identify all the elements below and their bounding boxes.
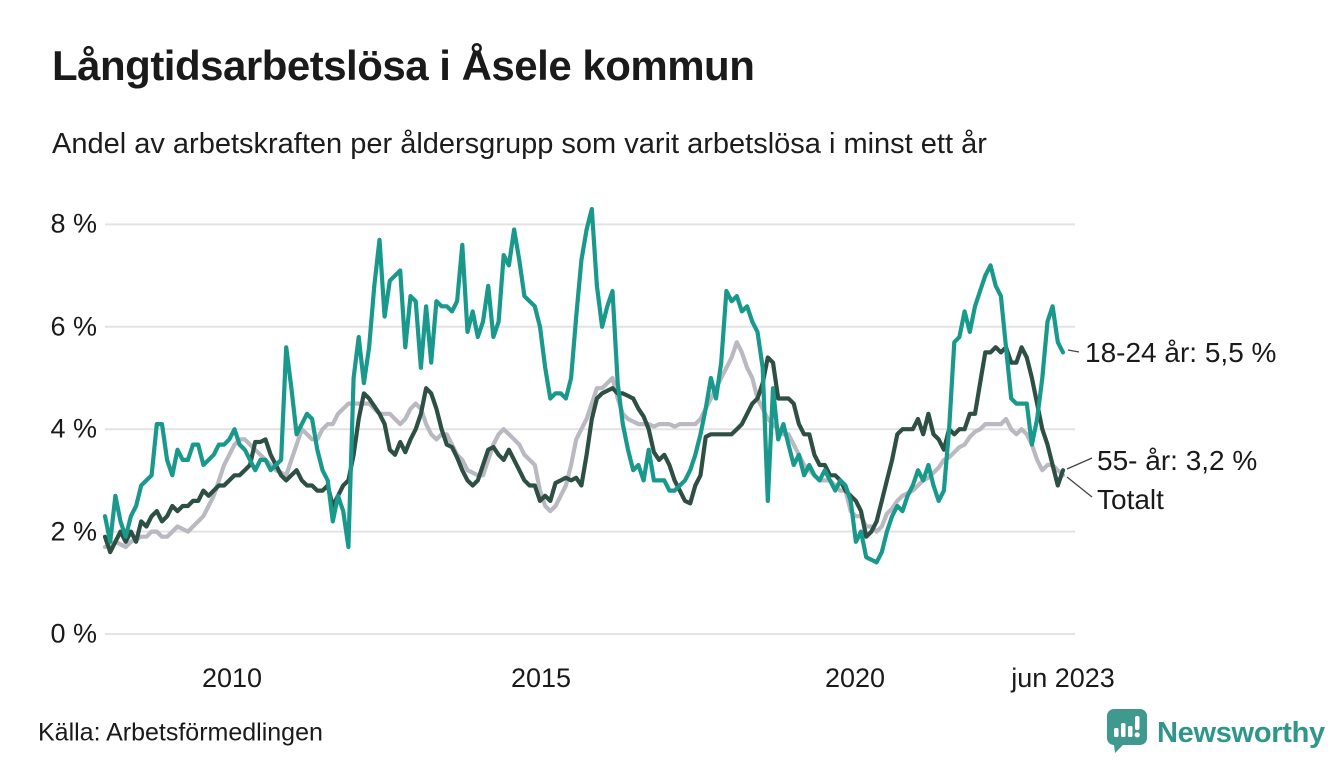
newsworthy-icon [1106, 708, 1148, 759]
y-axis-tick: 8 % [50, 208, 97, 239]
series-end-label-55: 55- år: 3,2 % [1097, 445, 1258, 476]
x-axis-tick: jun 2023 [1011, 663, 1115, 693]
y-axis-tick: 4 % [50, 413, 97, 444]
x-axis-tick: 2020 [824, 663, 886, 693]
y-axis-tick: 6 % [50, 311, 97, 342]
x-axis-tick: 2015 [510, 663, 572, 693]
x-axis-tick: 2010 [201, 663, 263, 693]
series-end-label-totalt: Totalt [1097, 484, 1164, 515]
newsworthy-logo: Newsworthy [1106, 708, 1325, 759]
series-end-label-18-24: 18-24 år: 5,5 % [1085, 337, 1277, 368]
newsworthy-wordmark: Newsworthy [1157, 717, 1325, 749]
page-title: Långtidsarbetslösa i Åsele kommun [52, 42, 755, 89]
y-axis-tick: 0 % [50, 618, 97, 649]
source-note: Källa: Arbetsförmedlingen [38, 718, 323, 747]
y-axis-tick: 2 % [50, 516, 97, 547]
page-subtitle: Andel av arbetskraften per åldersgrupp s… [52, 128, 987, 160]
